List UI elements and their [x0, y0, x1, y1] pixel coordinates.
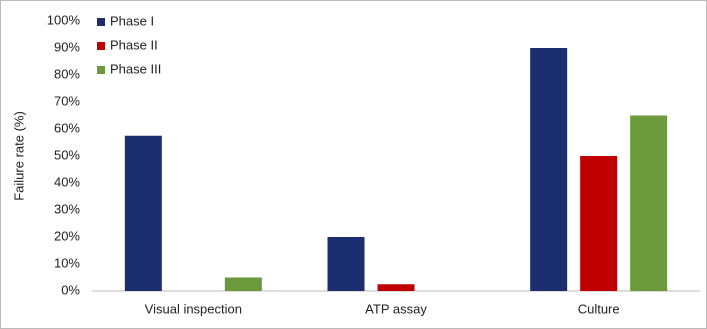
legend-label: Phase I [110, 13, 154, 28]
y-tick-label: 20% [54, 228, 80, 243]
y-tick-label: 40% [54, 174, 80, 189]
x-tick-label: Culture [578, 301, 620, 316]
y-axis-label: Failure rate (%) [11, 111, 26, 201]
bar [630, 115, 668, 291]
y-tick-label: 90% [54, 39, 80, 54]
bar [124, 135, 162, 291]
bar [224, 277, 262, 291]
y-tick-label: 100% [47, 12, 81, 27]
y-tick-label: 70% [54, 93, 80, 108]
x-tick-label: ATP assay [365, 301, 427, 316]
legend-swatch [97, 18, 105, 26]
y-tick-label: 50% [54, 147, 80, 162]
bar [327, 237, 365, 291]
y-tick-label: 30% [54, 201, 80, 216]
bar [377, 284, 415, 291]
legend-label: Phase III [110, 61, 161, 76]
bar [530, 48, 568, 291]
bar [580, 156, 618, 291]
legend-swatch [97, 42, 105, 50]
legend-label: Phase II [110, 37, 158, 52]
y-tick-label: 80% [54, 66, 80, 81]
y-tick-label: 10% [54, 255, 80, 270]
x-tick-label: Visual inspection [145, 301, 242, 316]
legend-swatch [97, 66, 105, 74]
y-tick-label: 60% [54, 120, 80, 135]
y-tick-label: 0% [61, 282, 80, 297]
